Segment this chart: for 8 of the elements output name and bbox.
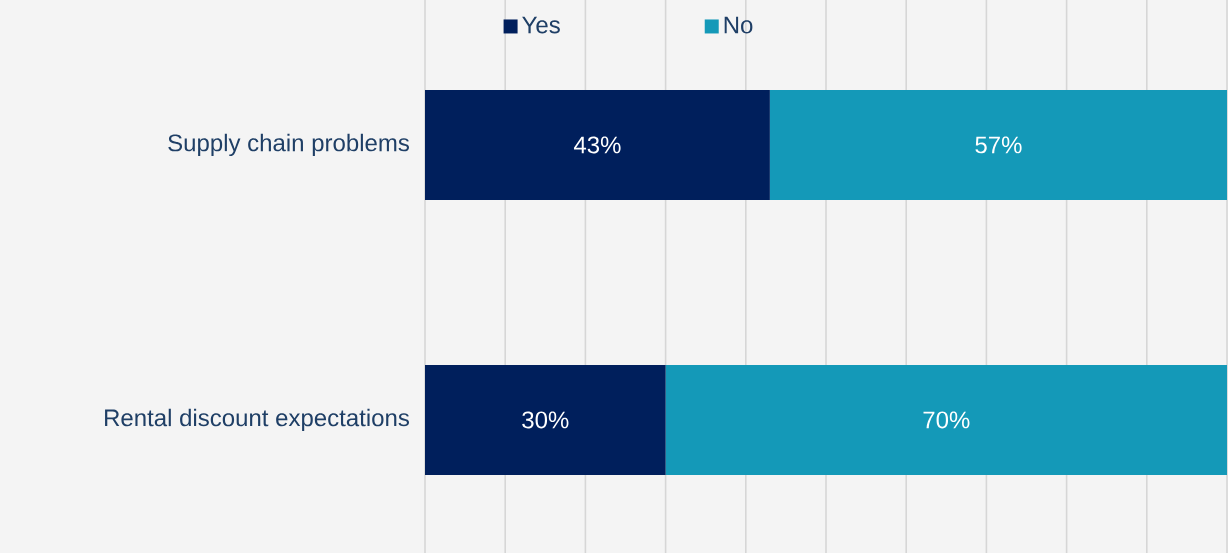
y-tick-label: Supply chain problems	[168, 133, 409, 157]
data-label: 70%	[923, 411, 970, 429]
data-label: 57%	[975, 136, 1022, 154]
legend-label: No	[724, 16, 753, 34]
data-label: 30%	[522, 411, 569, 429]
legend-label: Yes	[522, 16, 560, 34]
y-tick-label: Rental discount expectations	[105, 408, 409, 432]
data-label: 43%	[573, 136, 621, 154]
